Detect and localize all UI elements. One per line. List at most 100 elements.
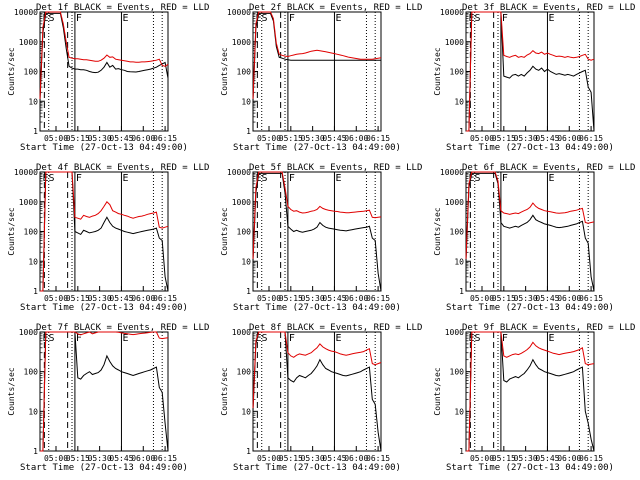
x-tick-label: 05:30 (88, 294, 112, 303)
y-axis-title: Counts/sec (7, 207, 16, 255)
y-tick-label: 1 (459, 287, 464, 296)
marker-label-es: ES (255, 173, 267, 184)
x-tick-label: 06:00 (344, 454, 368, 463)
x-tick-label: 05:30 (514, 294, 538, 303)
x-tick-label: 05:30 (88, 454, 112, 463)
y-tick-label: 1 (33, 127, 38, 136)
y-tick-label: 10 (241, 407, 251, 416)
lld-series-line (466, 331, 595, 452)
lld-series-line (40, 171, 169, 292)
events-series-line (252, 172, 382, 292)
x-tick-label: 06:15 (153, 294, 177, 303)
plot-frame (465, 11, 595, 132)
marker-label-f: F (76, 13, 82, 24)
x-tick-label: 06:00 (131, 294, 155, 303)
lld-series-line (40, 331, 169, 452)
x-tick-label: 05:15 (279, 294, 303, 303)
detector-panel-2: Det 2f BLACK = Events, RED = LLD 1 10 100 10… (220, 3, 422, 153)
x-tick-label: 05:00 (257, 134, 281, 143)
events-series-line (40, 331, 169, 452)
plot-frame (465, 171, 595, 292)
y-tick-label: 10000 (440, 168, 464, 177)
x-axis-title: Start Time (27-Oct-13 04:49:00) (233, 463, 401, 473)
y-tick-label: 10000 (14, 8, 38, 17)
marker-label-es: ES (42, 173, 54, 184)
y-tick-label: 1000 (19, 198, 38, 207)
marker-label-f: F (502, 173, 508, 184)
y-tick-label: 1 (246, 447, 251, 456)
x-tick-label: 06:15 (579, 294, 603, 303)
x-tick-label: 05:45 (109, 134, 133, 143)
plot-frame (252, 171, 382, 292)
x-tick-label: 06:15 (366, 294, 390, 303)
x-tick-label: 05:15 (492, 134, 516, 143)
y-axis-title: Counts/sec (7, 367, 16, 415)
marker-label-f: F (289, 333, 295, 344)
y-tick-label: 10 (28, 97, 38, 106)
y-tick-label: 1000 (19, 38, 38, 47)
x-tick-label: 05:15 (492, 454, 516, 463)
lld-series-line (252, 171, 382, 259)
x-axis-title: Start Time (27-Oct-13 04:49:00) (446, 463, 614, 473)
x-tick-label: 05:30 (514, 134, 538, 143)
y-axis-title: Counts/sec (7, 47, 16, 95)
x-tick-label: 05:45 (535, 134, 559, 143)
y-tick-label: 1 (246, 127, 251, 136)
x-axis-title: Start Time (27-Oct-13 04:49:00) (20, 463, 188, 473)
y-tick-label: 100 (450, 228, 465, 237)
y-axis-title: Counts/sec (220, 367, 229, 415)
plot-frame (39, 11, 169, 132)
marker-label-e: E (335, 13, 341, 24)
y-tick-label: 1 (459, 447, 464, 456)
marker-label-es: ES (42, 13, 54, 24)
marker-label-e: E (335, 333, 341, 344)
panel-title: Det 8f BLACK = Events, RED = LLD (249, 323, 422, 333)
marker-label-f: F (289, 173, 295, 184)
marker-label-es: ES (468, 333, 480, 344)
y-tick-label: 100 (24, 228, 39, 237)
x-tick-label: 05:15 (492, 294, 516, 303)
y-tick-label: 1 (459, 127, 464, 136)
y-tick-label: 1000 (445, 198, 464, 207)
y-tick-label: 100 (24, 68, 39, 77)
marker-label-f: F (502, 333, 508, 344)
y-tick-label: 10000 (227, 8, 251, 17)
x-tick-label: 06:00 (557, 454, 581, 463)
x-tick-label: 06:00 (131, 454, 155, 463)
x-tick-label: 06:00 (557, 294, 581, 303)
x-tick-label: 06:15 (579, 454, 603, 463)
y-tick-label: 100 (237, 368, 252, 377)
lld-series-line (39, 11, 169, 99)
y-tick-label: 1000 (445, 328, 464, 337)
x-tick-label: 05:15 (66, 134, 90, 143)
x-tick-label: 05:45 (322, 134, 346, 143)
y-tick-label: 10000 (14, 168, 38, 177)
x-axis-title: Start Time (27-Oct-13 04:49:00) (20, 143, 188, 153)
x-tick-label: 06:15 (579, 134, 603, 143)
marker-label-f: F (76, 333, 82, 344)
x-tick-label: 06:00 (344, 294, 368, 303)
x-tick-label: 05:15 (279, 454, 303, 463)
events-series-line (252, 12, 381, 102)
x-tick-label: 06:00 (557, 134, 581, 143)
marker-label-es: ES (468, 13, 480, 24)
panel-title: Det 7f BLACK = Events, RED = LLD (36, 323, 209, 333)
x-tick-label: 05:00 (257, 454, 281, 463)
events-series-line (466, 11, 595, 132)
y-tick-label: 1 (246, 287, 251, 296)
y-tick-label: 10 (241, 257, 251, 266)
x-tick-label: 05:45 (322, 294, 346, 303)
panel-title: Det 9f BLACK = Events, RED = LLD (462, 323, 635, 333)
detector-panel-6: Det 6f BLACK = Events, RED = LLD 1 10 100 10… (433, 163, 635, 313)
y-tick-label: 10000 (227, 168, 251, 177)
y-tick-label: 100 (237, 228, 252, 237)
y-tick-label: 10000 (440, 8, 464, 17)
y-tick-label: 1000 (232, 328, 251, 337)
y-axis-title: Counts/sec (220, 47, 229, 95)
x-axis-title: Start Time (27-Oct-13 04:49:00) (446, 303, 614, 313)
x-tick-label: 05:45 (535, 294, 559, 303)
x-tick-label: 05:30 (301, 294, 325, 303)
y-tick-label: 100 (24, 368, 39, 377)
marker-label-es: ES (468, 173, 480, 184)
